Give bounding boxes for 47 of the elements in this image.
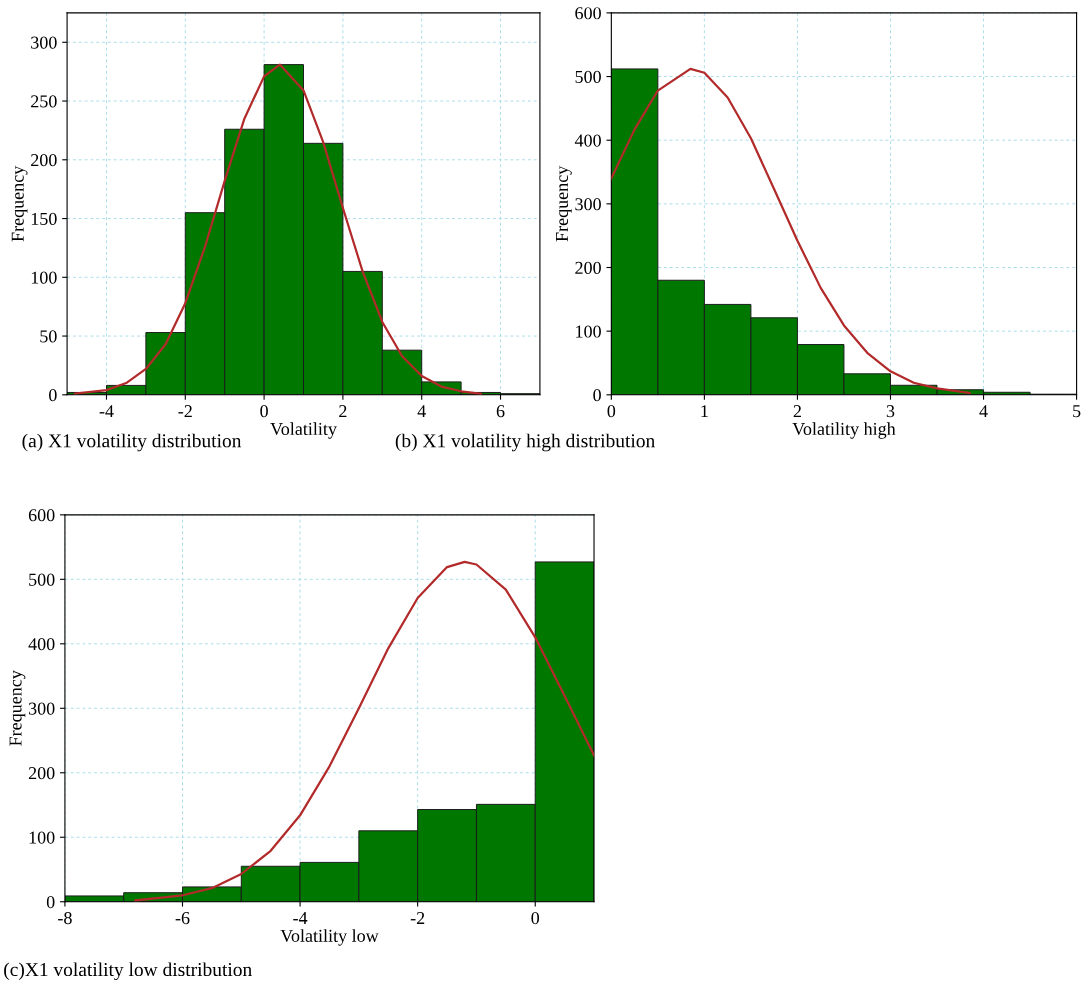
x-tick-label: -2 [178,405,192,418]
y-tick-label: 300 [31,36,57,49]
y-tick-label: 0 [49,389,57,402]
x-tick-label: 2 [793,405,801,418]
y-tick-label: 500 [575,70,601,83]
y-tick-label: 600 [28,509,55,522]
x-axis-title: Volatility low [280,929,379,946]
y-tick-label: 300 [575,198,601,211]
y-tick-label: 400 [28,638,55,651]
text: (b) X1 volatility high distribution [395,433,655,452]
y-axis-title: Frequency [556,165,572,242]
x-tick-label: -6 [175,912,190,925]
x-tick-label: -8 [58,911,72,925]
y-tick-label: 500 [29,573,55,586]
y-tick-label: 0 [46,895,55,909]
x-tick-label: 2 [339,405,347,418]
x-tick-label: -4 [293,912,308,924]
y-axis-title: Frequency [11,165,28,242]
x-tick-label: 6 [496,405,505,418]
y-tick-label: 400 [574,134,601,147]
x-axis-title: Volatility [270,422,337,439]
x-tick-label: 4 [417,405,426,418]
text: (a) X1 volatility distribution [22,433,242,452]
x-tick-label: 0 [531,911,540,925]
y-tick-label: 100 [576,325,601,338]
x-tick-label: 1 [701,405,708,418]
x-tick-label: 3 [886,405,895,418]
x-tick-label: -2 [410,912,425,924]
y-tick-label: 200 [575,261,601,274]
x-axis-title: Volatility high [792,422,896,439]
y-tick-label: 200 [31,154,57,167]
y-tick-label: 0 [593,389,601,402]
y-tick-label: 150 [31,212,57,225]
y-tick-label: 200 [28,767,55,780]
y-axis-title: Frequency [9,670,26,746]
y-tick-label: 100 [31,271,57,284]
x-tick-label: 4 [979,405,988,418]
y-tick-label: 600 [575,7,601,20]
y-tick-label: 300 [28,702,55,715]
y-tick-label: 100 [29,831,55,844]
x-tick-label: -4 [99,405,114,418]
text: (c)X1 volatility low distribution [4,962,252,981]
y-tick-label: 250 [31,95,57,108]
y-tick-label: 50 [40,330,57,343]
x-tick-label: 0 [260,405,268,418]
x-tick-label: 5 [1073,405,1081,418]
x-tick-label: 0 [607,405,616,418]
